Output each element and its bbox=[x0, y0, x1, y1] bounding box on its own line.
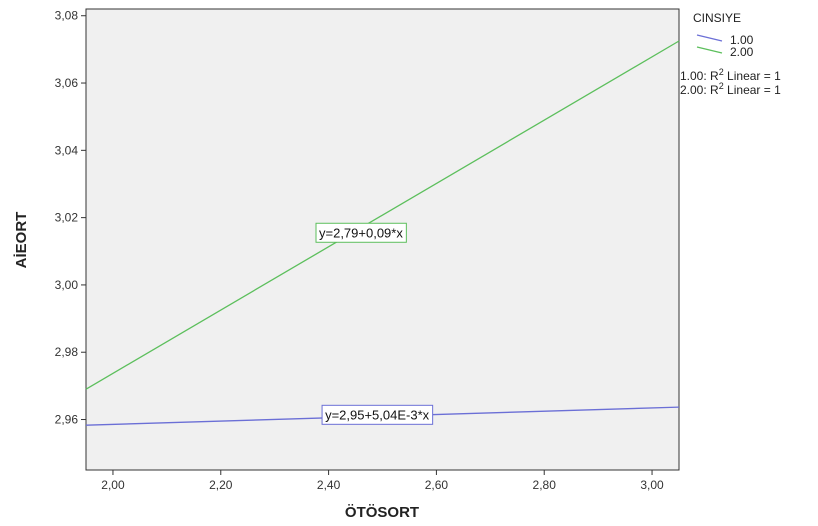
x-tick-label: 2,60 bbox=[425, 478, 449, 492]
legend-label-2.00: 2.00 bbox=[730, 45, 754, 59]
x-tick-label: 2,00 bbox=[101, 478, 125, 492]
series-line-2.00 bbox=[85, 40, 680, 390]
legend-entries: 1.002.00 bbox=[696, 33, 754, 59]
legend-label-1.00: 1.00 bbox=[730, 33, 754, 47]
equation-box bbox=[321, 404, 434, 425]
y-axis-ticks: 2,96 2,98 3,00 3,02 3,04 3,06 3,08 bbox=[55, 9, 86, 427]
equation-text: y=2,79+0,09*x bbox=[319, 225, 403, 240]
equation-labels: y=2,95+5,04E-3*x y=2,79+0,09*x bbox=[315, 222, 434, 425]
y-tick-label: 3,02 bbox=[55, 211, 79, 225]
x-axis-title: ÖTÖSORT bbox=[345, 504, 419, 521]
y-tick-label: 3,08 bbox=[55, 9, 79, 23]
x-tick-label: 2,80 bbox=[533, 478, 557, 492]
x-tick-label: 2,20 bbox=[209, 478, 233, 492]
legend-fit-note: 1.00: R2 Linear = 1 bbox=[680, 67, 781, 83]
y-tick-label: 2,96 bbox=[55, 413, 79, 427]
y-tick-label: 3,04 bbox=[55, 143, 79, 157]
equation-label-1.00: y=2,95+5,04E-3*x bbox=[321, 404, 434, 425]
legend-fit-note: 2.00: R2 Linear = 1 bbox=[680, 81, 781, 97]
x-tick-label: 3,00 bbox=[640, 478, 664, 492]
y-axis-title: AİEORT bbox=[13, 212, 30, 269]
y-tick-label: 3,06 bbox=[55, 76, 79, 90]
y-tick-label: 3,00 bbox=[55, 278, 79, 292]
legend-swatch-2.00 bbox=[696, 46, 723, 54]
x-axis-ticks: 2,00 2,20 2,40 2,60 2,80 3,00 bbox=[101, 470, 664, 492]
equation-label-2.00: y=2,79+0,09*x bbox=[315, 222, 407, 243]
x-tick-label: 2,40 bbox=[317, 478, 341, 492]
legend: CINSIYE 1.002.00 1.00: R2 Linear = 12.00… bbox=[680, 11, 781, 97]
equation-text: y=2,95+5,04E-3*x bbox=[325, 407, 430, 422]
y-tick-label: 2,98 bbox=[55, 345, 79, 359]
legend-swatch-1.00 bbox=[696, 34, 723, 42]
legend-fit-notes: 1.00: R2 Linear = 12.00: R2 Linear = 1 bbox=[680, 67, 781, 97]
legend-title: CINSIYE bbox=[693, 11, 741, 25]
equation-box bbox=[315, 222, 407, 243]
